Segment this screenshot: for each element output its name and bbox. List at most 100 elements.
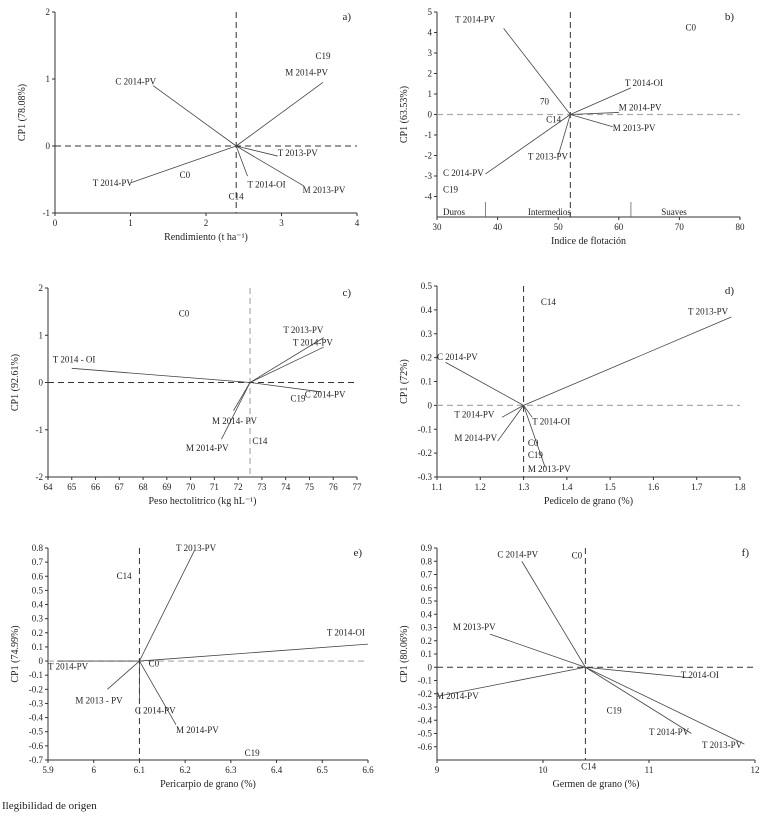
- vector-label: T 2014-OI: [248, 180, 286, 190]
- vector-label: T 2014-OI: [327, 628, 365, 638]
- x-tick-label: 6.2: [180, 765, 191, 775]
- x-tick-label: 73: [257, 482, 267, 492]
- x-tick-label: 74: [281, 482, 291, 492]
- vector-label: T 2014-PV: [93, 178, 134, 188]
- vector-label: T 2014-PV: [293, 338, 334, 348]
- vector-line: [570, 114, 613, 128]
- x-tick-label: 6.6: [362, 765, 374, 775]
- y-tick-label: -1: [425, 130, 433, 140]
- y-tick-label: 0.1: [421, 377, 432, 387]
- point-label: C19: [607, 706, 623, 716]
- vector-line: [557, 114, 571, 156]
- x-tick-label: 80: [736, 222, 746, 232]
- vector-line: [570, 87, 632, 115]
- vector-line: [71, 367, 251, 383]
- x-tick-label: 6.5: [317, 765, 329, 775]
- x-tick-label: 6.3: [225, 765, 237, 775]
- vector-line: [445, 362, 524, 406]
- x-tick-label: 1.3: [518, 482, 530, 492]
- point-label: C19: [443, 184, 459, 194]
- point-label: C14: [541, 297, 557, 307]
- y-tick-label: 2: [39, 283, 44, 293]
- x-tick-label: 70: [186, 482, 196, 492]
- point-label: C14: [581, 761, 597, 771]
- y-tick-label: 0.8: [421, 556, 433, 566]
- vector-label: C 2014-PV: [305, 390, 346, 400]
- x-tick-label: 75: [305, 482, 315, 492]
- y-tick-label: 0: [428, 110, 433, 120]
- vector-line: [503, 28, 571, 115]
- y-tick-label: 4: [428, 28, 433, 38]
- point-label: C14: [117, 571, 133, 581]
- panel-label: f): [742, 547, 750, 559]
- y-tick-label: -0.3: [418, 702, 433, 712]
- y-tick-label: -0.4: [29, 713, 44, 723]
- vector-label: T 2014-PV: [48, 662, 89, 672]
- x-tick-label: 11: [645, 765, 654, 775]
- vector-line: [489, 633, 586, 668]
- y-tick-label: 2: [46, 7, 51, 17]
- y-tick-label: 0: [39, 656, 44, 666]
- vector-line: [249, 337, 324, 383]
- panel-2: 64 65 66 67 68 69 70 71 72 73 74 75 76 77 -2 -1 0 1 2 T 201…: [10, 283, 362, 507]
- vector-label: C 2014-PV: [497, 549, 538, 559]
- vector-line: [521, 561, 586, 668]
- vector-label: C 2014-PV: [443, 168, 484, 178]
- y-tick-label: -0.7: [29, 755, 44, 765]
- vector-line: [570, 112, 619, 115]
- y-axis-title: CP1 (74.99%): [10, 625, 21, 682]
- y-axis-title: CP1 (72%): [399, 359, 410, 404]
- panel-label: d): [725, 285, 735, 297]
- x-tick-label: 2: [204, 218, 209, 228]
- vector-line: [139, 643, 369, 662]
- x-tick-label: 10: [539, 765, 549, 775]
- y-tick-label: 3: [428, 48, 433, 58]
- vector-label: M 2014-PV: [454, 433, 497, 443]
- y-tick-label: -0.6: [29, 741, 44, 751]
- y-tick-label: 0.4: [32, 600, 44, 610]
- vector-label: T 2013-PV: [688, 307, 729, 317]
- y-tick-label: -3: [425, 171, 433, 181]
- point-label: C0: [572, 551, 583, 561]
- vector-label: C 2014-PV: [115, 76, 156, 86]
- x-tick-label: 9: [435, 765, 440, 775]
- point-label: C19: [315, 51, 331, 61]
- point-label: 70: [540, 96, 550, 106]
- point-label: C0: [179, 308, 190, 318]
- vector-label: T 2013-PV: [702, 740, 743, 750]
- vector-label: T 2013-PV: [278, 148, 319, 158]
- y-axis-title: CP1 (63.53%): [399, 86, 410, 143]
- panel-5: 9 10 11 12 -0.6 -0.5 -0.4 -0.3 -0.2 -0.1 0 0.1 0.2 0.…: [399, 543, 760, 790]
- panel-label: a): [342, 11, 351, 23]
- vector-line: [107, 660, 140, 690]
- x-axis-title: Germen de grano (%): [553, 779, 640, 790]
- vector-label: M 2014- PV: [212, 416, 258, 426]
- vector-label: M 2014-PV: [285, 68, 328, 78]
- x-axis-title: Pericarpio de grano (%): [160, 779, 256, 790]
- vector-line: [485, 114, 571, 175]
- y-tick-label: 0.7: [421, 570, 433, 580]
- vector-line: [523, 405, 546, 468]
- y-tick-label: 0.3: [421, 329, 433, 339]
- annotation-label: Intermedios: [528, 207, 571, 217]
- panel-label: e): [353, 547, 362, 559]
- y-tick-label: 0.1: [421, 649, 432, 659]
- vector-label: T 2014-OI: [681, 670, 719, 680]
- x-tick-label: 0: [53, 218, 58, 228]
- y-axis-title: CP1 (80.06%): [399, 625, 410, 682]
- point-label: C0: [149, 659, 160, 669]
- x-tick-label: 40: [493, 222, 503, 232]
- y-tick-label: -0.4: [418, 715, 433, 725]
- point-label: C19: [245, 748, 261, 758]
- y-tick-label: 5: [428, 7, 433, 17]
- y-tick-label: 0.4: [421, 305, 433, 315]
- y-tick-label: 0: [428, 400, 433, 410]
- point-label: C19: [528, 450, 544, 460]
- vector-line: [236, 145, 278, 157]
- y-tick-label: 0.5: [421, 281, 433, 291]
- y-tick-label: -0.6: [418, 742, 433, 752]
- x-tick-label: 6.4: [271, 765, 283, 775]
- annotation-label: Suaves: [661, 207, 687, 217]
- x-axis-title: Indice de flotación: [551, 236, 626, 247]
